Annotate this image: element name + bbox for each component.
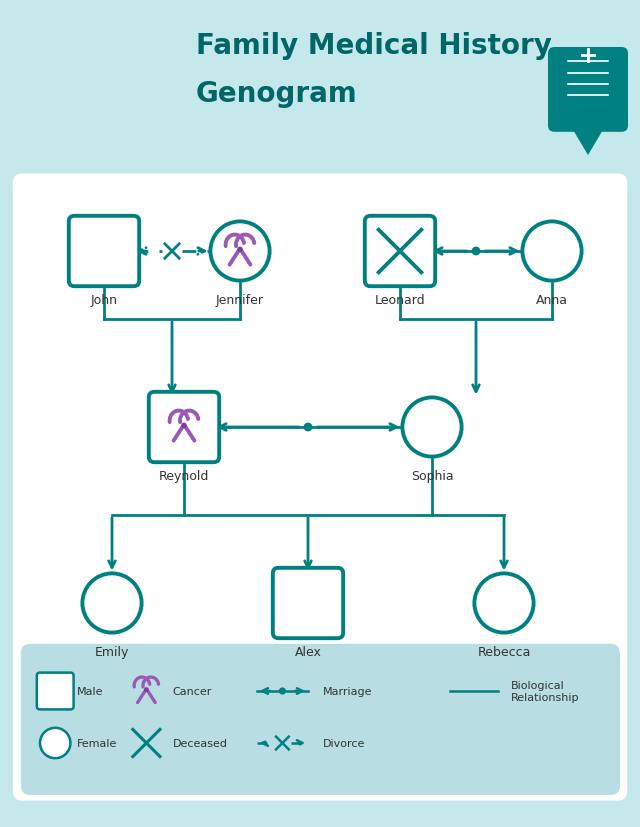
Text: Sophia: Sophia [411, 469, 453, 482]
Text: Reynold: Reynold [159, 469, 209, 482]
Text: Male: Male [77, 686, 103, 696]
Text: Genogram: Genogram [196, 80, 358, 108]
Circle shape [237, 247, 243, 253]
Circle shape [474, 574, 534, 633]
Text: Family Medical History: Family Medical History [196, 32, 552, 60]
FancyBboxPatch shape [148, 392, 219, 462]
FancyBboxPatch shape [20, 644, 620, 795]
FancyBboxPatch shape [548, 48, 628, 132]
Text: Jennifer: Jennifer [216, 294, 264, 306]
Text: Divorce: Divorce [323, 739, 365, 748]
FancyBboxPatch shape [365, 217, 435, 287]
Text: Deceased: Deceased [173, 739, 228, 748]
Circle shape [522, 222, 582, 281]
Text: Emily: Emily [95, 645, 129, 657]
Polygon shape [570, 127, 605, 155]
Circle shape [211, 222, 269, 281]
Text: Leonard: Leonard [374, 294, 426, 306]
Circle shape [181, 423, 187, 428]
FancyBboxPatch shape [13, 174, 627, 801]
Circle shape [279, 687, 286, 695]
Text: Alex: Alex [294, 645, 321, 657]
Circle shape [303, 423, 312, 432]
Text: Female: Female [77, 739, 117, 748]
FancyBboxPatch shape [273, 568, 343, 638]
Text: Rebecca: Rebecca [477, 645, 531, 657]
Circle shape [40, 728, 70, 758]
Circle shape [144, 687, 148, 692]
Text: John: John [90, 294, 118, 306]
FancyBboxPatch shape [69, 217, 140, 287]
Text: Cancer: Cancer [173, 686, 212, 696]
Text: Biological
Relationship: Biological Relationship [511, 680, 579, 702]
Text: Anna: Anna [536, 294, 568, 306]
Text: Marriage: Marriage [323, 686, 372, 696]
Circle shape [472, 247, 481, 256]
FancyBboxPatch shape [37, 673, 74, 710]
Circle shape [403, 398, 461, 457]
Circle shape [83, 574, 141, 633]
